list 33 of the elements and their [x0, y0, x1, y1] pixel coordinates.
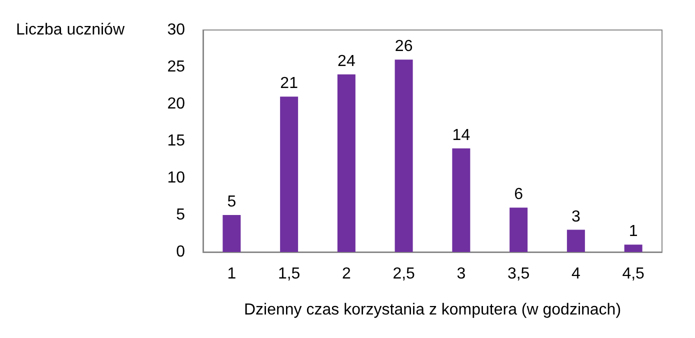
y-tick-label: 15 [167, 132, 186, 150]
y-tick-label: 0 [176, 244, 186, 260]
data-label: 5 [227, 194, 236, 210]
x-tick-label: 3 [456, 266, 466, 282]
x-tick-label: 3,5 [507, 266, 530, 282]
data-label: 6 [514, 186, 524, 204]
data-label: 1 [628, 223, 638, 240]
x-tick-label: 2,5 [392, 266, 416, 282]
bar [452, 148, 470, 252]
data-label: 26 [394, 38, 413, 56]
data-label: 14 [452, 126, 470, 144]
bar [566, 230, 585, 252]
bar [222, 215, 241, 252]
y-tick-label: 20 [167, 96, 186, 112]
bar [337, 74, 356, 252]
data-label: 24 [338, 52, 356, 70]
x-tick-label: 4,5 [622, 266, 645, 282]
x-tick-label: 1 [227, 266, 236, 282]
x-axis-title: Dzienny czas korzystania z komputera (w godzinach) [244, 302, 622, 318]
bar [394, 60, 413, 252]
bar [510, 208, 528, 252]
y-tick-label: 5 [176, 206, 186, 224]
y-tick-label: 30 [167, 22, 186, 38]
data-label: 3 [571, 208, 580, 226]
x-tick-label: 4 [571, 266, 580, 282]
y-tick-label: 10 [167, 170, 186, 186]
y-tick-label: 25 [167, 58, 186, 76]
bar [624, 244, 642, 252]
y-axis-title: Liczba uczniów [16, 22, 125, 38]
bar [280, 96, 298, 252]
data-label: 21 [280, 75, 298, 92]
x-tick-label: 1,5 [278, 266, 300, 282]
x-tick-label: 2 [342, 266, 351, 282]
